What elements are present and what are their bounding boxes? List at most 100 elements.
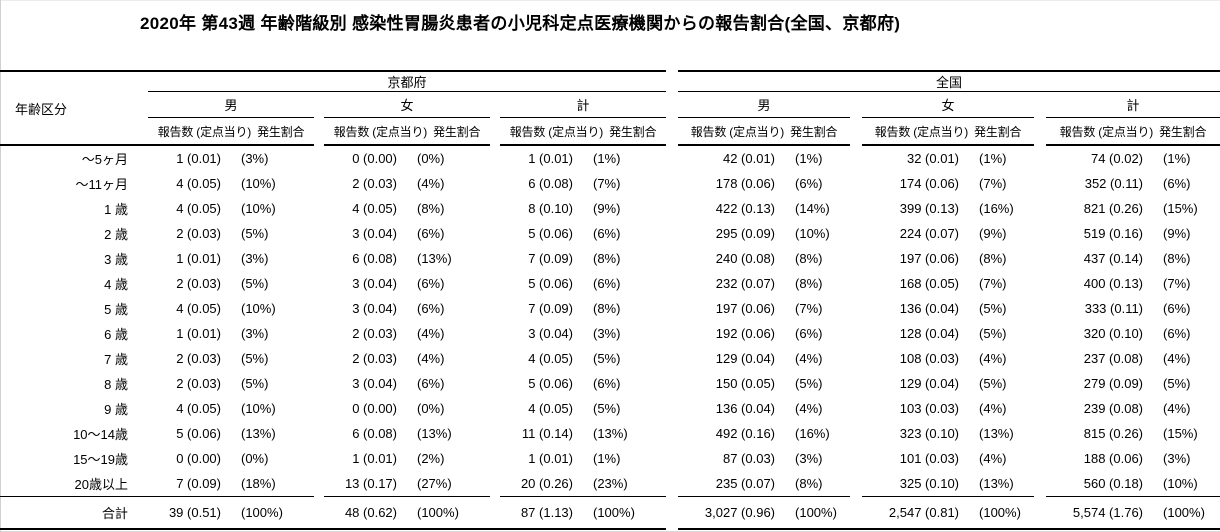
spacer: [1034, 471, 1046, 497]
percent-cell: (27%): [417, 476, 452, 491]
spacer: [1034, 346, 1046, 371]
measure-header: 報告数 (定点当り) 発生割合: [324, 117, 490, 146]
spacer: [666, 71, 678, 145]
percent-cell: (9%): [979, 226, 1007, 241]
spacer: [850, 271, 862, 296]
group-header-zenkoku: 全国: [678, 70, 1220, 92]
header-zenkoku-total: 計: [1046, 91, 1220, 118]
percent-cell: (6%): [795, 176, 823, 191]
count-cell: 815 (0.26): [1083, 426, 1144, 441]
spacer: [666, 246, 678, 271]
count-cell: 235 (0.07): [715, 476, 776, 491]
spacer: [314, 421, 324, 446]
spacer: [850, 221, 862, 246]
spacer: [314, 296, 324, 321]
spacer: [490, 145, 500, 171]
count-cell: 39 (0.51): [148, 496, 236, 530]
percent-cell: (4%): [417, 176, 445, 191]
percent-cell: (0%): [417, 151, 445, 166]
count-cell: 42 (0.01): [722, 151, 776, 166]
spacer: [850, 321, 862, 346]
count-cell: 4 (0.05): [176, 301, 221, 316]
table-row: 8 歳 2 (0.03) (5%) 3 (0.04) (6%) 5 (0.06) (6%) 1…: [0, 371, 1220, 396]
count-cell: 240 (0.08): [715, 251, 776, 266]
percent-cell: (16%): [795, 426, 830, 441]
row-label: 〜11ヶ月: [75, 177, 129, 192]
percent-cell: (6%): [593, 376, 621, 391]
spacer: [314, 171, 324, 196]
spacer: [490, 396, 500, 421]
spacer: [850, 196, 862, 221]
count-cell: 5,574 (1.76): [1046, 496, 1159, 530]
count-cell: 3 (0.04): [352, 276, 397, 291]
count-cell: 168 (0.05): [899, 276, 960, 291]
count-cell: 7 (0.09): [176, 476, 221, 491]
percent-cell: (13%): [241, 426, 276, 441]
count-cell: 188 (0.06): [1083, 451, 1144, 466]
count-cell: 197 (0.06): [715, 301, 776, 316]
spacer: [1034, 396, 1046, 421]
count-cell: 192 (0.06): [715, 326, 776, 341]
percent-cell: (3%): [241, 251, 269, 266]
spacer: [490, 196, 500, 221]
percent-cell: (10%): [241, 176, 276, 191]
row-label: 4 歳: [104, 277, 128, 292]
percent-cell: (6%): [593, 226, 621, 241]
spacer: [850, 346, 862, 371]
spacer: [132, 145, 148, 171]
spacer: [132, 346, 148, 371]
page-title: 2020年 第43週 年齢階級別 感染性胃腸炎患者の小児科定点医療機関からの報告…: [140, 14, 901, 33]
percent-cell: (10%): [241, 301, 276, 316]
table-row: 〜5ヶ月 1 (0.01) (3%) 0 (0.00) (0%) 1 (0.01) (1%)…: [0, 145, 1220, 171]
spacer: [490, 221, 500, 246]
spacer: [490, 496, 500, 530]
spacer: [850, 496, 863, 530]
measure-header: 報告数 (定点当り) 発生割合: [678, 117, 851, 146]
spacer: [490, 92, 500, 146]
spacer: [132, 246, 148, 271]
spacer: [132, 271, 148, 296]
percent-cell: (7%): [979, 276, 1007, 291]
count-cell: 4 (0.05): [352, 201, 397, 216]
percent-cell: (6%): [417, 276, 445, 291]
spacer: [132, 70, 148, 146]
percent-cell: (100%): [588, 496, 667, 530]
spacer: [666, 371, 678, 396]
spacer: [132, 396, 148, 421]
row-label: 6 歳: [104, 327, 128, 342]
count-cell: 13 (0.17): [344, 476, 397, 491]
percent-cell: (7%): [593, 176, 621, 191]
percent-cell: (6%): [1163, 301, 1191, 316]
table-body: 〜5ヶ月 1 (0.01) (3%) 0 (0.00) (0%) 1 (0.01) (1%)…: [0, 145, 1220, 530]
spacer: [132, 321, 148, 346]
count-cell: 0 (0.00): [352, 401, 397, 416]
count-cell: 4 (0.05): [528, 401, 573, 416]
count-cell: 74 (0.02): [1090, 151, 1144, 166]
table-row: 3 歳 1 (0.01) (3%) 6 (0.08) (13%) 7 (0.09) (8%)…: [0, 246, 1220, 271]
percent-cell: (13%): [417, 251, 452, 266]
percent-cell: (4%): [979, 351, 1007, 366]
percent-cell: (8%): [795, 251, 823, 266]
count-cell: 174 (0.06): [899, 176, 960, 191]
spacer: [314, 92, 324, 146]
row-label: 9 歳: [104, 402, 128, 417]
count-cell: 7 (0.09): [528, 251, 573, 266]
percent-cell: (4%): [795, 351, 823, 366]
spacer: [314, 145, 324, 171]
spacer: [666, 271, 678, 296]
row-label: 3 歳: [104, 252, 128, 267]
header-kyoto-total: 計: [500, 91, 667, 118]
spacer: [850, 396, 862, 421]
spacer: [132, 221, 148, 246]
count-cell: 101 (0.03): [899, 451, 960, 466]
count-cell: 239 (0.08): [1083, 401, 1144, 416]
count-cell: 237 (0.08): [1083, 351, 1144, 366]
percent-cell: (10%): [795, 226, 830, 241]
spacer: [850, 471, 862, 497]
spacer: [490, 246, 500, 271]
spacer: [850, 296, 862, 321]
row-label: 10〜14歳: [73, 427, 128, 442]
count-cell: 320 (0.10): [1083, 326, 1144, 341]
count-cell: 821 (0.26): [1083, 201, 1144, 216]
spacer: [132, 446, 148, 471]
